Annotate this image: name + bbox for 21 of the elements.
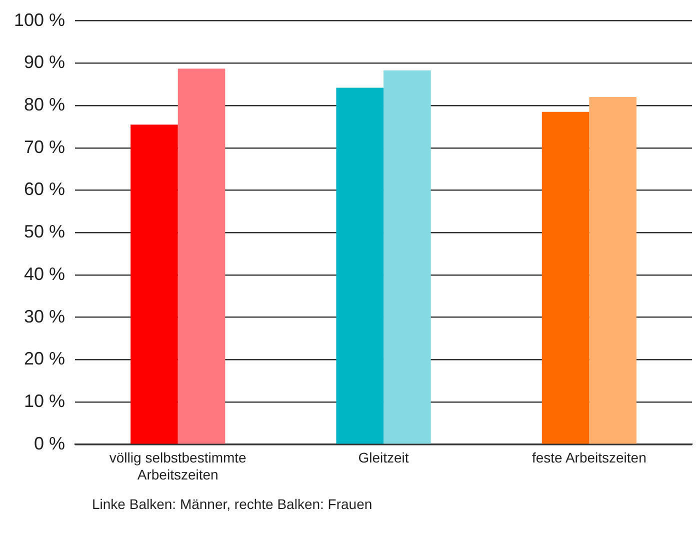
y-tick-label: 0 % bbox=[34, 433, 66, 454]
x-tick-label: völlig selbstbestimmte Arbeitszeiten bbox=[109, 450, 247, 482]
bar bbox=[130, 124, 178, 444]
bar bbox=[384, 70, 431, 444]
y-tick-label: 60 % bbox=[24, 179, 66, 200]
bar bbox=[589, 97, 636, 444]
bar bbox=[542, 112, 590, 444]
y-tick-label: 100 % bbox=[14, 10, 66, 30]
bar bbox=[336, 88, 384, 444]
x-tick-label: feste Arbeitszeiten bbox=[532, 450, 646, 466]
y-tick-label: 50 % bbox=[24, 222, 66, 242]
text: Linke Balken: Männer, rechte Balken: Frauen bbox=[92, 496, 372, 512]
y-tick-label: 70 % bbox=[24, 136, 66, 157]
y-tick-label: 80 % bbox=[24, 94, 66, 114]
y-tick-label: 30 % bbox=[24, 306, 66, 326]
bar bbox=[178, 68, 226, 444]
x-tick-label: Gleitzeit bbox=[358, 450, 409, 466]
y-tick-label: 20 % bbox=[24, 348, 66, 369]
y-tick-label: 10 % bbox=[24, 391, 66, 412]
y-tick-label: 40 % bbox=[24, 264, 66, 284]
y-tick-label: 90 % bbox=[24, 52, 66, 72]
